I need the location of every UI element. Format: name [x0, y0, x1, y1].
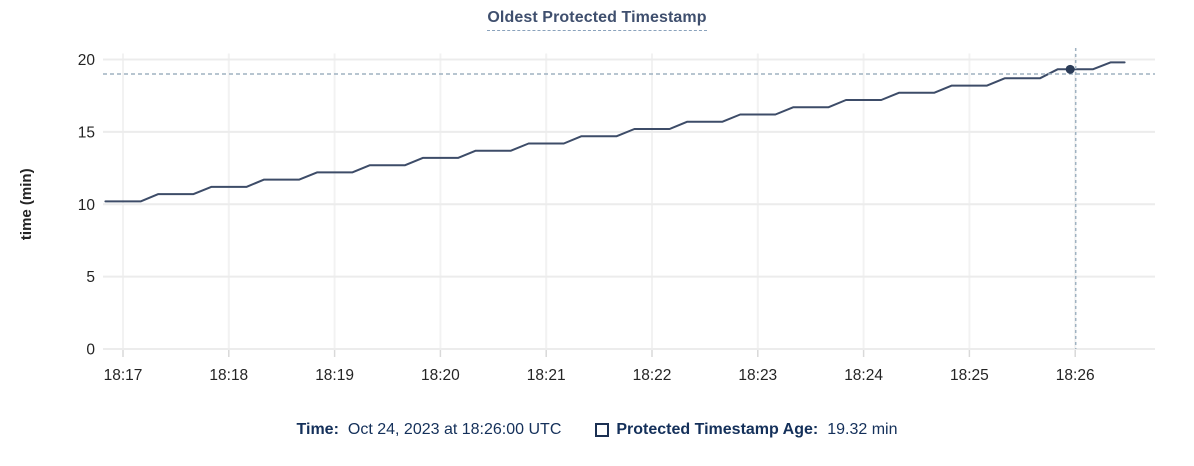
- x-tick-label: 18:21: [527, 367, 566, 384]
- x-tick-label: 18:26: [1056, 367, 1095, 384]
- hover-time-readout: Time: Oct 24, 2023 at 18:26:00 UTC: [297, 421, 562, 439]
- series-line: [104, 61, 1126, 203]
- series-legend-item: Protected Timestamp Age: 19.32 min: [595, 421, 897, 439]
- chart-title[interactable]: Oldest Protected Timestamp: [487, 9, 707, 31]
- series-label: Protected Timestamp Age:: [616, 421, 819, 438]
- y-tick-label: 0: [86, 342, 95, 359]
- x-tick-label: 18:19: [315, 367, 354, 384]
- x-tick-label: 18:24: [844, 367, 883, 384]
- hover-time-label: Time:: [296, 421, 339, 438]
- x-tick-label: 18:18: [209, 367, 248, 384]
- x-tick-label: 18:17: [104, 367, 143, 384]
- hover-time-value: Oct 24, 2023 at 18:26:00 UTC: [347, 421, 562, 438]
- x-tick-label: 18:23: [738, 367, 777, 384]
- x-tick-label: 18:20: [421, 367, 460, 384]
- x-tick-label: 18:25: [950, 367, 989, 384]
- x-tick-label: 18:22: [633, 367, 672, 384]
- y-axis-title: time (min): [18, 168, 35, 240]
- hover-point: [1065, 64, 1075, 74]
- y-tick-label: 10: [78, 197, 96, 214]
- series-checkbox-icon[interactable]: [595, 423, 610, 437]
- y-tick-label: 20: [78, 52, 96, 69]
- hover-legend: Time: Oct 24, 2023 at 18:26:00 UTC Prote…: [0, 421, 1194, 439]
- chart-title-row: Oldest Protected Timestamp: [0, 9, 1194, 31]
- series-value: 19.32 min: [827, 421, 898, 438]
- y-tick-label: 15: [78, 124, 95, 141]
- y-tick-label: 5: [86, 269, 95, 286]
- line-chart-plot-area[interactable]: 18:17 18:18 18:19 18:20 18:21 18:22 18:23 18:24…: [0, 0, 1194, 410]
